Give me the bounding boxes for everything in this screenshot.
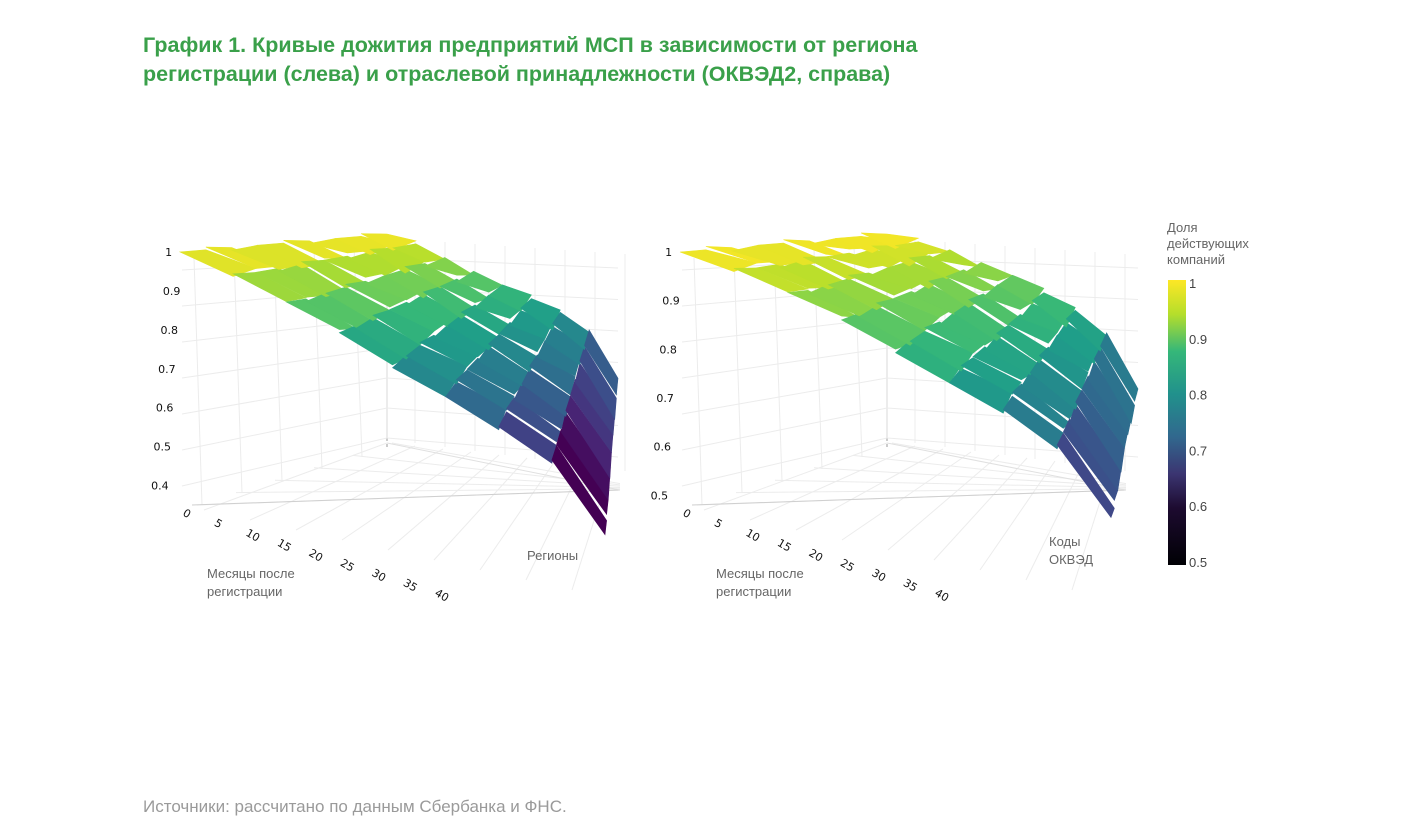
surface-patch	[997, 274, 1045, 305]
chart-title: График 1. Кривые дожития предприятий МСП…	[143, 31, 1043, 89]
source-note: Источники: рассчитано по данным Сбербанк…	[143, 797, 567, 816]
surface-patch	[232, 272, 307, 302]
z-tick-label: 0.4	[151, 480, 169, 493]
left-surface-panel: 0.40.50.60.70.80.910510152025303540Месяц…	[151, 233, 626, 605]
surface-patch	[1093, 346, 1135, 425]
z-tick-label: 0.8	[161, 324, 179, 337]
x-tick-label: 0	[681, 506, 694, 521]
z-axis-ticks-1: 0.4 0.5 0.6 0.7 0.8 0.9 1	[151, 246, 180, 493]
x-tick-label: 20	[307, 546, 326, 564]
surface-2	[679, 232, 1139, 519]
x-tick-label: 15	[275, 536, 294, 554]
surface-patch	[488, 284, 532, 312]
x-tick-label: 25	[338, 556, 357, 574]
z-tick-label: 0.6	[156, 402, 174, 415]
surface-patch	[579, 345, 617, 421]
y-axis-title: Коды ОКВЭД	[1049, 534, 1093, 567]
x-tick-label: 20	[807, 546, 826, 564]
x-tick-label: 30	[370, 566, 389, 584]
x-tick-label: 35	[901, 576, 920, 594]
x-tick-label: 40	[433, 586, 452, 604]
surface-patch	[1031, 292, 1076, 328]
surface-patch	[1056, 432, 1115, 519]
colorbar-title: Доля действующих компаний	[1167, 220, 1249, 267]
surface-patch	[861, 232, 920, 249]
z-tick-label: 0.5	[154, 441, 172, 454]
surface-patch	[529, 354, 576, 396]
z-tick-label: 0.7	[158, 363, 176, 376]
surface-patch	[1100, 332, 1139, 402]
colorbar-tick-label: 1	[1189, 276, 1196, 291]
x-tick-label: 10	[744, 526, 763, 544]
colorbar-tick-label: 0.7	[1189, 443, 1207, 458]
x-tick-label: 15	[775, 536, 794, 554]
chart-title-line2: регистрации (слева) и отраслевой принадл…	[143, 62, 891, 86]
z-tick-label: 0.6	[654, 441, 672, 454]
z-tick-label: 0.7	[656, 392, 674, 405]
surface-patch	[733, 267, 810, 293]
x-tick-label: 5	[212, 516, 225, 531]
colorbar-tick-label: 0.9	[1189, 332, 1207, 347]
z-axis-ticks-2: 0.5 0.6 0.7 0.8 0.9 1	[651, 246, 680, 502]
chart-title-line1: График 1. Кривые дожития предприятий МСП…	[143, 33, 918, 57]
z-tick-label: 0.9	[163, 285, 181, 298]
x-tick-label: 25	[838, 556, 857, 574]
z-tick-label: 0.5	[651, 489, 669, 502]
y-axis-title: Регионы	[527, 548, 578, 563]
surface-patch	[551, 444, 607, 536]
colorbar-tick-label: 0.6	[1189, 499, 1207, 514]
surface-patch	[455, 369, 515, 411]
x-tick-label: 40	[933, 586, 952, 604]
x-axis-title: Месяцы после регистрации	[207, 566, 295, 599]
x-tick-label: 35	[401, 576, 420, 594]
colorbar-gradient	[1168, 280, 1186, 565]
surface-1	[178, 233, 619, 536]
x-tick-label: 0	[181, 506, 194, 521]
x-axis-title: Месяцы после регистрации	[716, 566, 804, 599]
surface-patch	[520, 298, 561, 331]
surface-patch	[1038, 346, 1089, 390]
z-tick-label: 1	[165, 246, 172, 259]
x-tick-label: 30	[870, 566, 889, 584]
x-tick-label: 5	[712, 516, 725, 531]
z-tick-label: 0.9	[662, 295, 680, 308]
x-tick-label: 10	[244, 526, 263, 544]
z-tick-label: 1	[665, 246, 672, 259]
x-axis-ticks-1: 0 5 10 15 20 25 30 35 40	[181, 506, 452, 604]
surface-patch	[960, 357, 1022, 395]
z-tick-label: 0.8	[659, 343, 677, 356]
surface-patch	[584, 329, 619, 396]
colorbar-tick-label: 0.8	[1189, 388, 1207, 403]
colorbar-tick-label: 0.5	[1189, 555, 1207, 570]
colorbar: Доля действующих компаний 1 0.9 0.8 0.7 0.6 0.5	[1167, 220, 1249, 570]
